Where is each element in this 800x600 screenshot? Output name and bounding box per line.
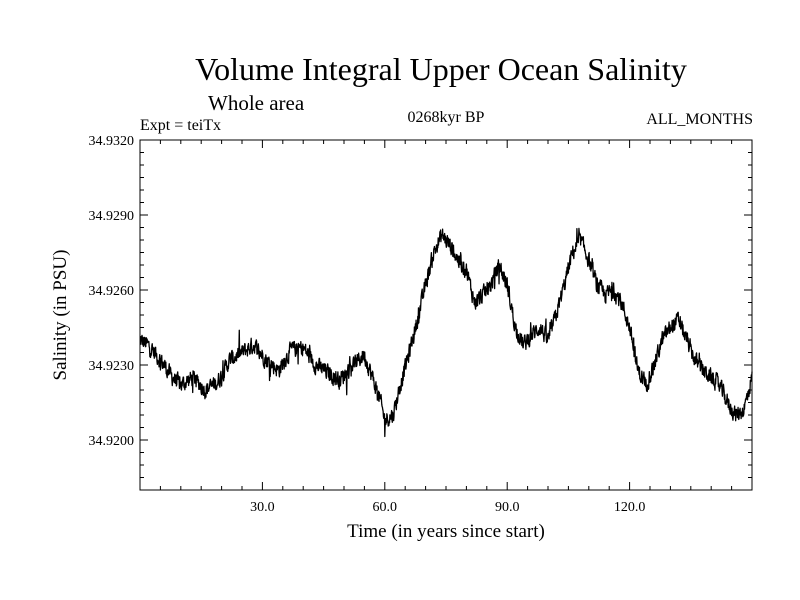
y-tick-label: 34.9320 <box>89 134 135 149</box>
x-tick-label: 30.0 <box>250 500 275 515</box>
ticks-layer: 30.0 60.0 90.0 120.0 34.9200 34.9230 34.9260 34… <box>89 134 752 515</box>
x-tick-label: 120.0 <box>614 500 646 515</box>
series-layer <box>139 227 753 438</box>
x-tick-label: 90.0 <box>495 500 520 515</box>
x-tick-label: 60.0 <box>373 500 398 515</box>
y-tick-label: 34.9200 <box>89 434 135 449</box>
series-line-salinity <box>139 227 753 438</box>
chart-title: Volume Integral Upper Ocean Salinity <box>195 51 687 87</box>
period-label: 0268kyr BP <box>408 109 485 126</box>
y-tick-label: 34.9290 <box>89 209 135 224</box>
months-label: ALL_MONTHS <box>646 111 753 128</box>
plot-frame <box>139 139 753 491</box>
y-tick-label: 34.9230 <box>89 359 135 374</box>
x-axis-label: Time (in years since start) <box>347 521 545 542</box>
chart-subtitle: Whole area <box>208 91 305 115</box>
y-tick-label: 34.9260 <box>89 284 135 299</box>
experiment-label: Expt = teiTx <box>140 117 221 134</box>
y-axis-label: Salinity (in PSU) <box>50 250 71 381</box>
